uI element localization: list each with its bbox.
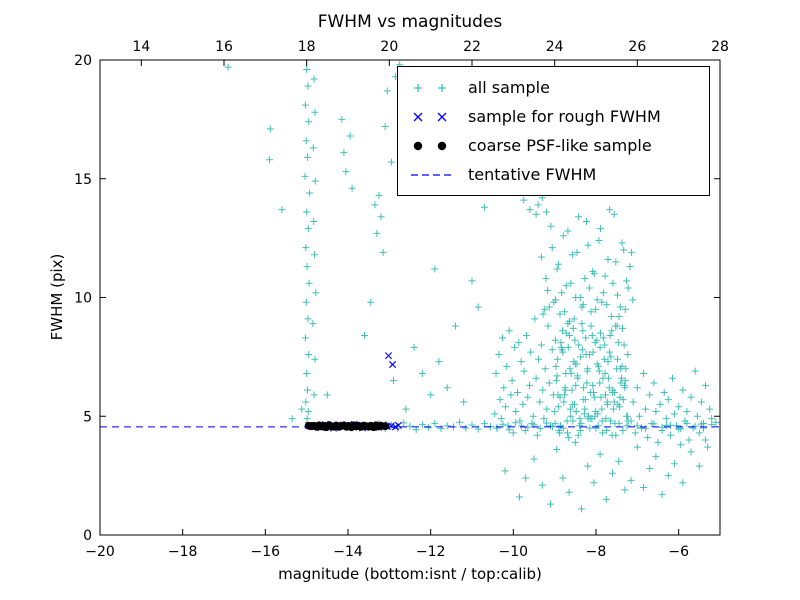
legend-label: tentative FWHM: [468, 165, 597, 184]
svg-text:−8: −8: [586, 544, 607, 560]
svg-text:15: 15: [74, 172, 92, 188]
x-axis-label: magnitude (bottom:isnt / top:calib): [278, 565, 542, 583]
svg-text:14: 14: [132, 39, 150, 55]
legend-item-tentative-fwhm: tentative FWHM: [408, 160, 699, 189]
legend-label: all sample: [468, 78, 550, 97]
svg-text:24: 24: [546, 39, 564, 55]
svg-text:20: 20: [380, 39, 398, 55]
svg-text:22: 22: [463, 39, 481, 55]
svg-text:−12: −12: [416, 544, 446, 560]
dot-marker-icon: [413, 141, 447, 150]
svg-text:18: 18: [298, 39, 316, 55]
svg-text:−6: −6: [668, 544, 689, 560]
plus-marker-icon: [414, 83, 446, 92]
chart-title: FWHM vs magnitudes: [317, 12, 503, 32]
svg-text:−14: −14: [333, 544, 363, 560]
svg-text:26: 26: [628, 39, 646, 55]
svg-text:28: 28: [711, 39, 729, 55]
svg-text:−18: −18: [168, 544, 198, 560]
x-marker-icon: [413, 112, 447, 121]
legend-item-rough-fwhm: sample for rough FWHM: [408, 102, 699, 131]
svg-text:16: 16: [215, 39, 233, 55]
legend-label: sample for rough FWHM: [468, 107, 661, 126]
legend-item-all-sample: all sample: [408, 73, 699, 102]
legend: all sample sample for rough FWHM coarse …: [397, 66, 710, 196]
svg-text:10: 10: [74, 291, 92, 307]
legend-label: coarse PSF-like sample: [468, 136, 652, 155]
svg-text:5: 5: [83, 409, 92, 425]
legend-item-psf-like: coarse PSF-like sample: [408, 131, 699, 160]
dashed-line-icon: [411, 173, 453, 176]
y-axis-label: FWHM (pix): [48, 253, 66, 341]
svg-text:−16: −16: [251, 544, 281, 560]
svg-text:0: 0: [83, 528, 92, 544]
svg-text:20: 20: [74, 53, 92, 69]
svg-text:−20: −20: [85, 544, 115, 560]
svg-text:−10: −10: [499, 544, 529, 560]
